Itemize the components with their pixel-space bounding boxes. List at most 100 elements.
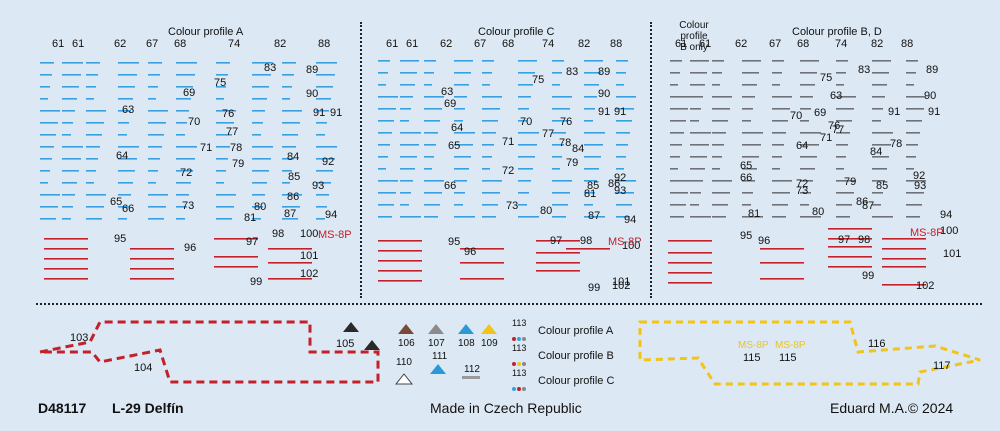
profile-title-c: Colour profile C [478, 26, 555, 38]
stencil-mark [742, 156, 759, 158]
stencil-mark [282, 182, 290, 184]
stencil-mark [252, 146, 273, 148]
panel-a-number: 65 [110, 196, 123, 208]
stencil-mark [216, 182, 224, 184]
stencil-mark [40, 74, 52, 76]
panel-a-number: 85 [288, 171, 301, 183]
stencil-mark [616, 204, 632, 206]
stencil-mark [584, 132, 605, 134]
stencil-mark [400, 96, 413, 98]
stencil-mark [40, 146, 54, 148]
stencil-mark [378, 72, 388, 74]
stencil-mark [86, 86, 96, 88]
stencil-mark [118, 218, 127, 220]
panel-a-number: 72 [180, 167, 193, 179]
stencil-mark [378, 132, 392, 134]
stencil-mark [584, 144, 603, 146]
made-in-label: Made in Czech Republic [430, 400, 582, 416]
stencil-mark [552, 120, 568, 122]
triangle-108 [458, 324, 474, 334]
stencil-mark [176, 134, 185, 136]
stencil-mark [742, 216, 763, 218]
stencil-mark [378, 260, 422, 262]
stencil-mark [118, 158, 137, 160]
stencil-mark [690, 108, 701, 110]
stencil-mark [552, 216, 566, 218]
panel-bd-number: 98 [858, 234, 871, 246]
stencil-mark [148, 62, 162, 64]
panel-bd-number: 83 [858, 64, 871, 76]
column-header: 61 [699, 38, 712, 50]
stencil-mark [62, 110, 75, 112]
panel-a-number: 94 [325, 209, 338, 221]
stencil-mark [872, 204, 881, 206]
stencil-mark [882, 284, 926, 286]
stencil-mark [882, 266, 926, 268]
stencil-mark [482, 108, 500, 110]
stencil-mark [772, 132, 786, 134]
stencil-mark [424, 120, 440, 122]
stencil-mark [482, 168, 490, 170]
stencil-mark [62, 134, 71, 136]
panel-bd-number: 78 [890, 138, 903, 150]
stencil-mark [742, 72, 759, 74]
panel-a-number: 99 [250, 276, 263, 288]
panel-bd-number: 101 [943, 248, 962, 260]
stencil-mark [872, 72, 889, 74]
stencil-mark [670, 96, 690, 98]
stencil-mark [44, 268, 88, 270]
legend-b-number: 113 [512, 343, 527, 353]
stencil-mark [616, 96, 636, 98]
stencil-mark [670, 108, 688, 110]
stencil-mark [400, 168, 415, 170]
panel-bd-number: 63 [830, 90, 843, 102]
panel-a-number: 87 [284, 208, 297, 220]
stencil-mark [400, 120, 409, 122]
brand-label: Eduard M.A.© 2024 [830, 400, 954, 416]
stencil-mark [872, 132, 893, 134]
stencil-mark [316, 218, 325, 220]
gold-115-2: 115 [779, 352, 797, 364]
panel-c-number: 95 [448, 236, 461, 248]
stencil-mark [44, 258, 88, 260]
stencil-mark [584, 72, 601, 74]
stencil-mark [712, 72, 722, 74]
stencil-mark [552, 180, 572, 182]
stencil-mark [454, 84, 469, 86]
stencil-mark [906, 96, 926, 98]
stencil-mark [712, 168, 720, 170]
stencil-mark [282, 206, 300, 208]
stencil-mark [712, 192, 730, 194]
stencil-mark [378, 250, 422, 252]
panel-a-number: 100 [300, 228, 319, 240]
stencil-mark [252, 218, 261, 220]
stencil-mark [690, 132, 711, 134]
column-header: 61 [406, 38, 419, 50]
stencil-mark [518, 204, 527, 206]
stencil-mark [86, 170, 96, 172]
stencil-mark [836, 144, 848, 146]
stencil-mark [552, 204, 568, 206]
stencil-mark [316, 122, 327, 124]
stencil-mark [378, 240, 422, 242]
triangle-106 [398, 324, 414, 334]
stencil-mark [616, 72, 626, 74]
panel-bd-number: 102 [916, 280, 935, 292]
stencil-mark [836, 192, 854, 194]
panel-bd-number: 70 [790, 110, 803, 122]
stencil-mark [872, 108, 883, 110]
stencil-mark [216, 110, 236, 112]
legend-a-number: 113 [512, 318, 527, 328]
stencil-mark [584, 180, 597, 182]
stencil-mark [584, 204, 593, 206]
stencil-mark [424, 60, 436, 62]
stencil-mark [772, 156, 782, 158]
column-header: 61 [675, 38, 688, 50]
tri-label-106: 106 [398, 338, 415, 349]
column-header: 82 [274, 38, 287, 50]
panel-c-number: 84 [572, 143, 585, 155]
stencil-mark [552, 108, 570, 110]
stencil-mark [482, 72, 492, 74]
stencil-mark [316, 62, 337, 64]
